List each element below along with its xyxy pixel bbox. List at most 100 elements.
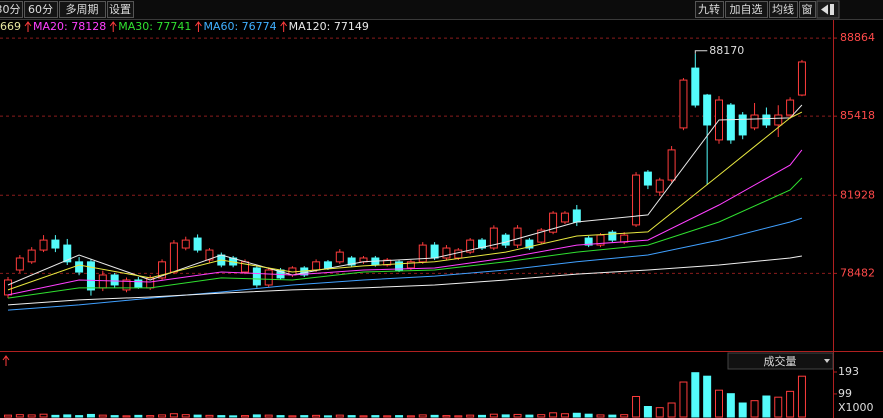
volume-bar — [750, 400, 759, 418]
y-tick-label: 81928 — [840, 188, 875, 201]
candle-body — [181, 239, 190, 249]
volume-bar — [323, 415, 332, 418]
volume-bar — [169, 413, 178, 418]
toolbar-button[interactable] — [799, 1, 816, 18]
volume-bar — [122, 415, 131, 418]
candle-body — [691, 67, 700, 106]
volume-bar — [513, 413, 522, 418]
ma-line — [7, 104, 803, 286]
icon-arrow — [821, 4, 828, 15]
indicator-dropdown[interactable] — [727, 352, 834, 370]
volume-bar — [4, 414, 12, 418]
tab[interactable] — [59, 1, 106, 18]
volume-bar — [383, 415, 392, 418]
candle-body — [703, 94, 712, 126]
candle-body — [738, 114, 747, 136]
candle-body — [15, 257, 24, 271]
toolbar-button-label[interactable]: 均线 — [772, 2, 794, 16]
collapse-icon[interactable] — [816, 0, 840, 19]
tab[interactable] — [24, 1, 58, 18]
volume-bar — [608, 414, 617, 418]
ma-line — [7, 149, 803, 296]
legend-arrow — [24, 21, 32, 32]
candle-body — [134, 279, 143, 288]
volume-bar — [478, 414, 486, 418]
toolbar-button[interactable] — [769, 1, 798, 18]
volume-bar — [406, 415, 415, 418]
candle-body — [169, 242, 178, 273]
volume-bar — [288, 415, 297, 418]
toolbar-button-label[interactable]: 窗 — [802, 2, 813, 16]
candle-body — [75, 261, 84, 273]
volume-bar — [679, 381, 688, 418]
volume-bar — [418, 414, 427, 418]
candle-body — [406, 261, 415, 269]
volume-bar — [454, 415, 463, 418]
tab[interactable] — [107, 1, 134, 18]
candle-body — [110, 274, 119, 286]
volume-bar — [395, 415, 404, 418]
y-tick-label: 99 — [838, 387, 852, 400]
legend-entry: MA120: 77149 — [289, 20, 369, 33]
volume-bar — [217, 415, 226, 418]
candle-body — [572, 209, 581, 223]
tab[interactable] — [0, 1, 23, 18]
candle-body — [632, 174, 641, 226]
candle-body — [347, 257, 356, 266]
volume-bar — [620, 414, 629, 418]
volume-bar — [786, 390, 795, 418]
volume-bar — [134, 414, 143, 418]
candle-body — [252, 267, 261, 286]
volume-bar — [466, 414, 475, 418]
toolbar-button-label[interactable]: 加自选 — [730, 3, 763, 16]
volume-bar — [75, 415, 84, 418]
candle-body — [312, 261, 321, 271]
volume-bar — [549, 412, 558, 418]
volume-bar — [110, 415, 119, 418]
toolbar — [0, 0, 883, 19]
candle-body — [608, 231, 617, 241]
volume-bar — [560, 413, 569, 418]
legend-arrow — [195, 21, 202, 32]
legend-arrow — [280, 21, 288, 32]
candle-body — [478, 239, 486, 249]
volume-bar — [359, 415, 368, 418]
candle-body — [86, 261, 95, 291]
tab-label[interactable]: 多周期 — [66, 2, 99, 16]
candle-body — [513, 227, 522, 246]
candle-body — [797, 61, 806, 96]
candle-body — [537, 229, 546, 243]
volume-bar — [86, 413, 95, 418]
candle-body — [501, 234, 510, 246]
volume-unit: X1000 — [838, 401, 874, 414]
candle-body — [655, 179, 664, 193]
candle-body — [454, 249, 463, 259]
volume-bar — [276, 415, 285, 418]
candle-body — [774, 114, 783, 126]
volume-bar — [312, 414, 321, 418]
volume-bar — [643, 406, 652, 418]
volume-bar — [430, 414, 439, 418]
candle-body — [63, 244, 72, 263]
volume-bar — [596, 414, 605, 418]
volume-bar — [738, 402, 747, 418]
volume-bar — [205, 414, 214, 418]
candle-body — [4, 279, 12, 296]
tab-label[interactable]: 60分 — [28, 3, 53, 16]
volume-arrow-icon — [2, 355, 10, 366]
candle-body — [193, 237, 202, 251]
volume-bar — [442, 415, 451, 418]
volume-bar — [98, 414, 107, 418]
volume-bar — [525, 414, 534, 418]
volume-bar — [27, 414, 36, 418]
annotation-leader — [694, 50, 708, 54]
volume-bar — [252, 414, 261, 418]
candle-body — [525, 239, 534, 249]
toolbar-button[interactable] — [725, 1, 768, 18]
toolbar-button-label[interactable]: 九转 — [698, 2, 720, 16]
tab-label[interactable]: 设置 — [109, 3, 131, 16]
tab-label[interactable]: 30分 — [0, 3, 21, 16]
y-tick-label: 85418 — [840, 109, 875, 122]
volume-title: 成交量 — [764, 354, 797, 368]
toolbar-button[interactable] — [695, 1, 724, 18]
